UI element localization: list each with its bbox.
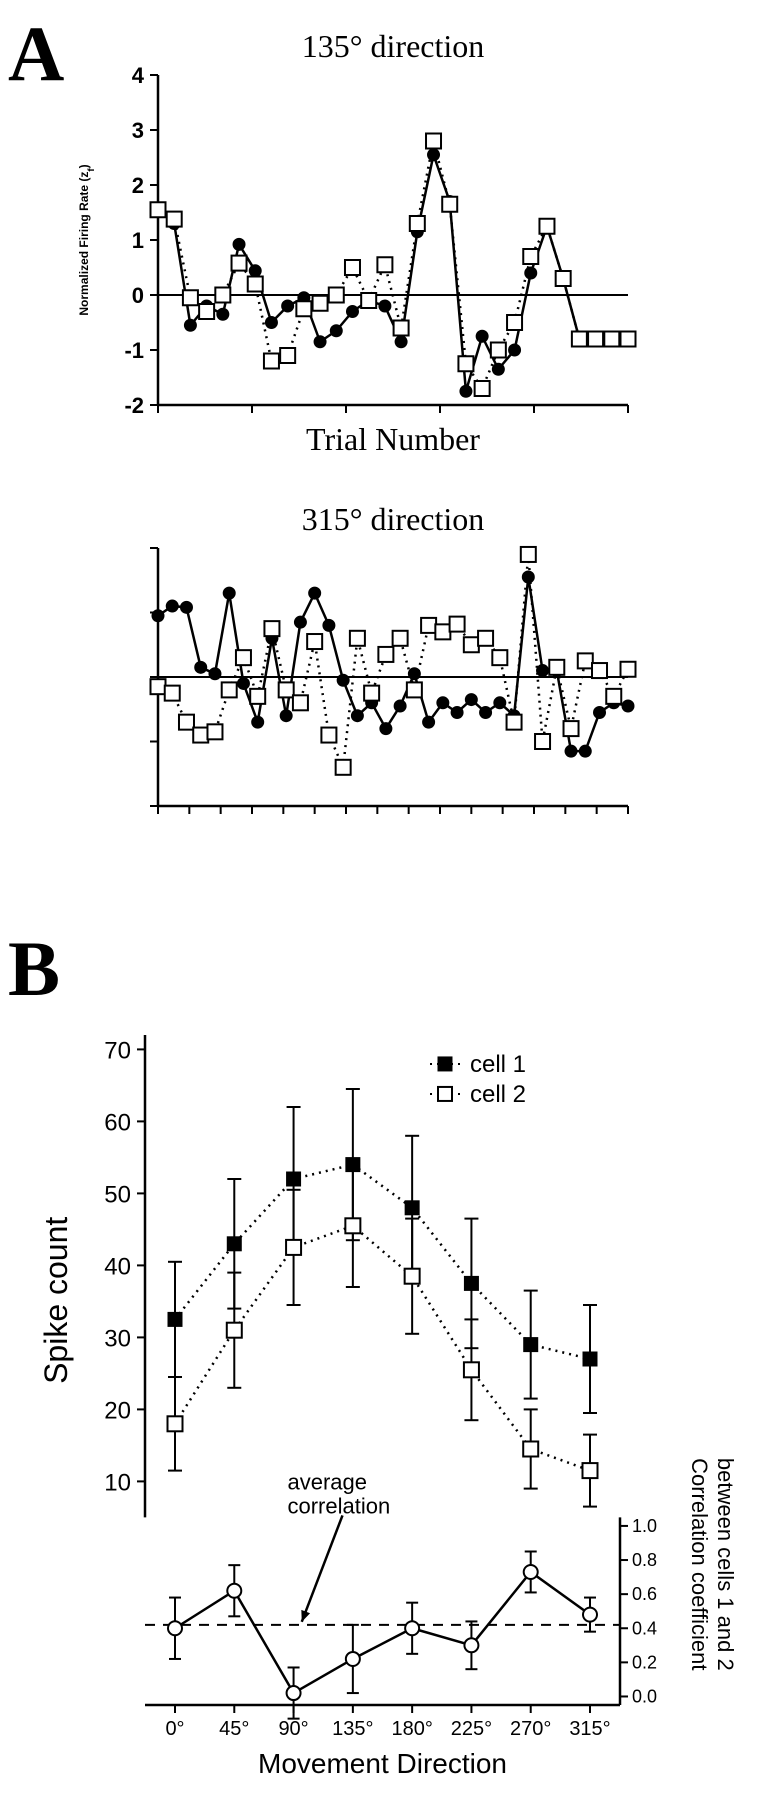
svg-text:4: 4 (132, 63, 145, 88)
chart-title: 315° direction (302, 501, 485, 537)
svg-text:270°: 270° (510, 1718, 551, 1740)
svg-text:180°: 180° (391, 1718, 432, 1740)
svg-text:20: 20 (104, 1397, 131, 1424)
svg-text:cell 1: cell 1 (470, 1051, 526, 1078)
svg-text:1.0: 1.0 (632, 1516, 657, 1536)
svg-text:70: 70 (104, 1037, 131, 1064)
svg-text:0.4: 0.4 (632, 1618, 657, 1638)
svg-text:45°: 45° (219, 1718, 249, 1740)
series-chart: 135° direction -2 -1 0 1 2 3 4 Normalized Firing… (77, 28, 636, 457)
panel-letter-a: A (8, 10, 64, 97)
svg-text:1: 1 (132, 228, 144, 253)
svg-text:225°: 225° (451, 1718, 492, 1740)
corr-y-label: between cells 1 and 2 (713, 1458, 738, 1671)
svg-text:315°: 315° (569, 1718, 610, 1740)
svg-text:0.2: 0.2 (632, 1652, 657, 1672)
y-axis-label: Normalized Firing Rate (zf) (77, 164, 97, 315)
svg-text:90°: 90° (278, 1718, 308, 1740)
x-axis-label: Movement Direction (258, 1748, 507, 1779)
svg-text:30: 30 (104, 1325, 131, 1352)
svg-text:3: 3 (132, 118, 144, 143)
svg-text:0.8: 0.8 (632, 1550, 657, 1570)
svg-text:0°: 0° (165, 1718, 184, 1740)
panel-b: 10 20 30 40 50 60 70 Spike count cell 1 cell 2 0.0… (38, 1035, 738, 1779)
corr-y-label: Correlation coefficient (687, 1458, 712, 1670)
svg-text:50: 50 (104, 1181, 131, 1208)
svg-text:60: 60 (104, 1109, 131, 1136)
svg-text:0.6: 0.6 (632, 1584, 657, 1604)
svg-text:correlation: correlation (288, 1493, 391, 1518)
svg-text:0.0: 0.0 (632, 1686, 657, 1706)
svg-text:-1: -1 (124, 338, 144, 363)
panel-letter-b: B (8, 925, 60, 1012)
chart-title: 135° direction (302, 28, 485, 64)
svg-text:average: average (288, 1469, 368, 1494)
x-axis-label: Trial Number (306, 421, 480, 457)
spike-y-label: Spike count (38, 1217, 74, 1384)
svg-text:10: 10 (104, 1469, 131, 1496)
svg-text:2: 2 (132, 173, 144, 198)
svg-text:0: 0 (132, 283, 144, 308)
svg-text:cell 2: cell 2 (470, 1081, 526, 1108)
svg-text:40: 40 (104, 1253, 131, 1280)
series-chart: 315° direction (150, 501, 636, 814)
svg-text:-2: -2 (124, 393, 144, 418)
svg-text:135°: 135° (332, 1718, 373, 1740)
